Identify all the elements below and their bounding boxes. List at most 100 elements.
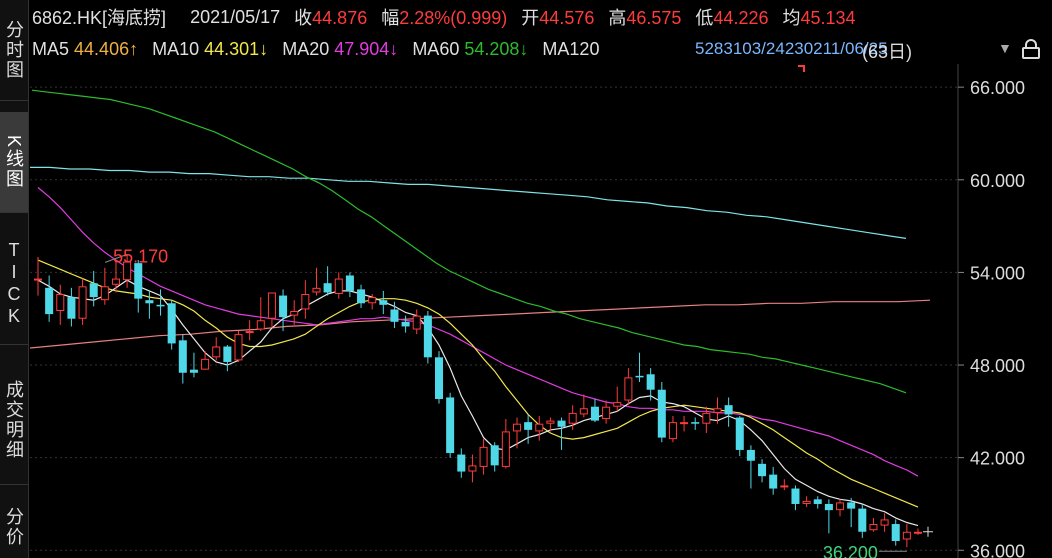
candle-body	[479, 446, 488, 467]
tab-kline-chart[interactable]: K线图	[0, 112, 28, 213]
candle-body	[368, 297, 377, 304]
annotations: 55.170 36.200	[104, 65, 933, 558]
candle-body	[847, 502, 856, 509]
candle-body	[435, 357, 444, 399]
open-value: 44.576	[539, 8, 595, 28]
candle-body	[880, 519, 889, 526]
candle-body	[290, 311, 299, 316]
candle-body	[312, 287, 321, 293]
tab-label: 分价	[4, 507, 24, 547]
candles	[33, 254, 923, 548]
candle-body	[546, 420, 555, 424]
ma5-label: MA5	[32, 38, 70, 59]
candle-body	[813, 499, 822, 504]
candle-body	[490, 445, 499, 466]
kline-chart[interactable]: 66.000 60.000 54.000 48.000 42.000 36.000 55.…	[30, 64, 1052, 558]
candle-body	[668, 422, 677, 440]
y-tick-label: 60.000	[970, 171, 1025, 191]
tab-label: TICK	[4, 240, 24, 328]
candle-body	[134, 263, 143, 299]
quote-info-bar: 6862.HK[海底捞] 2021/05/17 收44.876 幅2.28%(0…	[32, 4, 870, 30]
high-marker-line	[104, 253, 128, 263]
candle-body	[836, 502, 845, 511]
ma5-line	[37, 279, 919, 527]
high-value: 46.575	[626, 8, 682, 28]
ma250-line	[30, 299, 931, 349]
lock-icon[interactable]	[1020, 39, 1042, 59]
candle-body	[657, 389, 666, 438]
y-tick-label: 36.000	[970, 541, 1025, 558]
ma5-value: 44.406↑	[74, 38, 139, 59]
candle-body	[824, 503, 833, 511]
ma60-value: 54.208↓	[464, 38, 529, 59]
candle-body	[758, 463, 767, 477]
candle-body	[902, 531, 911, 540]
date-range-marker	[798, 65, 805, 72]
ma20-label: MA20	[282, 38, 330, 59]
candle-body	[45, 287, 54, 315]
tab-price-distribution[interactable]: 分价	[0, 496, 28, 558]
y-tick-label: 54.000	[970, 263, 1025, 283]
candle-body	[323, 283, 332, 293]
avg-label: 均	[782, 8, 801, 28]
candle-body	[590, 406, 599, 421]
candle-body	[267, 292, 276, 319]
candle-body	[201, 358, 210, 370]
candle-body	[735, 417, 744, 450]
sidebar: 分时图 K线图 TICK 成交明细 分价	[0, 0, 29, 558]
ma60-label: MA60	[412, 38, 460, 59]
candle-body	[111, 278, 120, 285]
y-tick-label: 42.000	[970, 449, 1025, 469]
candle-body	[913, 531, 923, 534]
tab-label: 分时图	[4, 20, 24, 80]
candle-body	[256, 320, 265, 330]
y-tick-label: 66.000	[970, 78, 1025, 98]
change-value: 2.28%(0.999)	[399, 8, 508, 28]
tab-minute-chart[interactable]: 分时图	[0, 0, 28, 101]
candle-body	[613, 402, 622, 407]
candle-body	[501, 431, 510, 467]
candle-body	[713, 408, 722, 413]
change-label: 幅	[381, 8, 400, 28]
candle-body	[635, 375, 644, 378]
tab-trade-details[interactable]: 成交明细	[0, 356, 28, 485]
ma10-label: MA10	[152, 38, 200, 59]
candle-body	[791, 488, 800, 504]
moving-average-bar: MA5 44.406↑ MA10 44.301↓ MA20 47.904↓ MA…	[32, 36, 613, 62]
candle-body	[524, 422, 533, 430]
ma-lines	[30, 89, 931, 527]
candle-body	[568, 412, 577, 424]
candle-body	[223, 346, 232, 362]
candle-body	[869, 524, 878, 531]
low-label: 低	[695, 8, 714, 28]
candle-body	[602, 406, 611, 420]
candle-body	[178, 340, 187, 373]
low-annotation: 36.200	[823, 543, 878, 558]
candle-body	[123, 261, 132, 281]
candle-body	[279, 295, 288, 318]
ma10-line	[37, 259, 919, 508]
open-label: 开	[521, 8, 540, 28]
triangle-down-icon[interactable]: ▼	[998, 40, 1012, 56]
candle-body	[691, 422, 700, 424]
candle-body	[334, 278, 343, 295]
candle-body	[446, 397, 455, 454]
candle-body	[646, 374, 655, 390]
high-label: 高	[608, 8, 627, 28]
tab-label: K线图	[4, 134, 24, 189]
candle-body	[858, 508, 867, 532]
candle-body	[234, 334, 243, 361]
y-tick-label: 48.000	[970, 356, 1025, 376]
candle-body	[167, 303, 176, 344]
candle-body	[579, 408, 588, 415]
candle-body	[724, 405, 733, 415]
candle-body	[557, 420, 566, 427]
candle-body	[212, 346, 221, 358]
candle-body	[33, 278, 43, 281]
tab-tick[interactable]: TICK	[0, 224, 28, 345]
candle-body	[56, 294, 65, 312]
ma120-label: MA120	[542, 38, 600, 59]
ma20-line	[37, 187, 919, 477]
high-annotation: 55.170	[113, 246, 168, 266]
avg-value: 45.134	[800, 8, 856, 28]
